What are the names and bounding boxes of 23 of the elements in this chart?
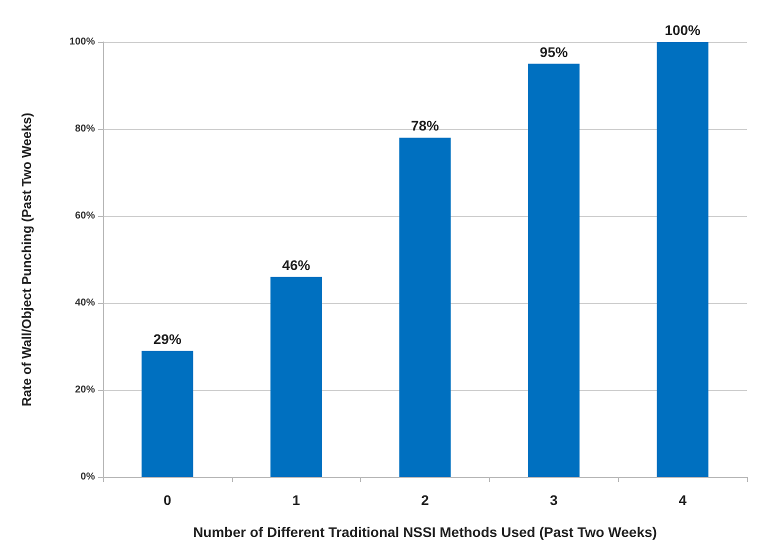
data-label: 95%	[540, 44, 568, 60]
y-tick-label: 80%	[74, 124, 96, 134]
bar	[528, 64, 580, 477]
y-tick-label: 60%	[74, 210, 96, 222]
bar	[142, 350, 194, 477]
bar	[399, 138, 451, 477]
bar	[656, 42, 708, 477]
x-tick-label: 0	[164, 492, 172, 508]
y-axis-title: Rate of Wall/Object Punching (Past Two Weeks)	[19, 112, 34, 406]
y-tick-label: 100%	[69, 36, 96, 48]
data-label: 46%	[282, 256, 311, 273]
x-tick-label: 3	[550, 492, 558, 508]
bar	[270, 276, 322, 477]
x-tick-label: 1	[292, 492, 300, 508]
x-tick-label: 2	[421, 492, 430, 508]
data-label: 78%	[410, 118, 440, 134]
y-tick-label: 40%	[74, 298, 96, 308]
x-tick-label: 4	[678, 492, 687, 508]
data-label: 29%	[153, 330, 182, 347]
y-tick-label: 20%	[74, 384, 96, 396]
y-tick-label: 0%	[80, 472, 96, 482]
data-label: 100%	[664, 22, 702, 38]
x-axis-title: Number of Different Traditional NSSI Methods Used (Past Two Weeks)	[193, 524, 657, 540]
